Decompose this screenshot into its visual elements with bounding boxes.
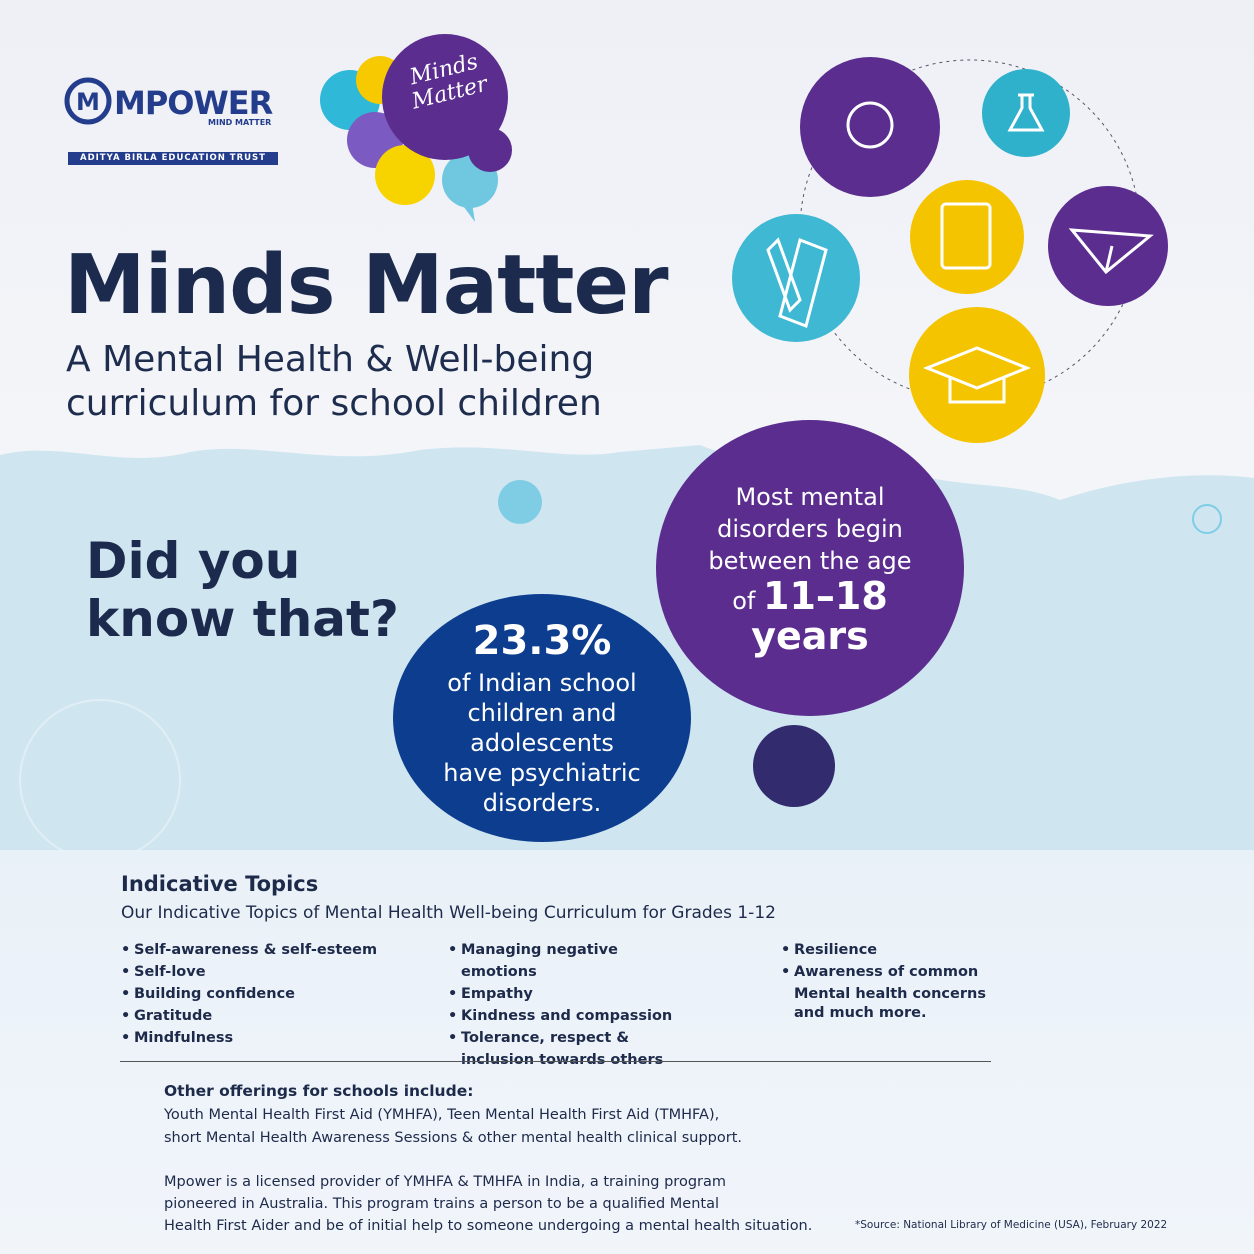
icon-flask: [982, 69, 1070, 157]
topic-item: Mindfulness: [121, 1027, 421, 1049]
topic-item: Self-awareness & self-esteem: [121, 939, 421, 961]
stat-circle: Most mental disorders begin between the …: [656, 420, 964, 716]
stat-line: Most mental: [735, 483, 885, 511]
topic-list: Managing negative emotionsEmpathyKindnes…: [448, 939, 693, 1071]
speech-tail: [455, 190, 475, 222]
topic-item: Gratitude: [121, 1005, 421, 1027]
logo-trust: ADITYA BIRLA EDUCATION TRUST: [68, 152, 278, 165]
bubble: [498, 480, 542, 524]
topic-item: Awareness of common Mental health concer…: [781, 961, 1029, 1005]
icon-stroke: [922, 346, 1032, 404]
question-line: Did you: [86, 532, 301, 590]
bubble: [753, 725, 835, 807]
icon-stroke: [846, 101, 894, 149]
icon-bulb: [800, 57, 940, 197]
icon-stroke: [1068, 228, 1154, 275]
topic-item: Self-love: [121, 961, 421, 983]
topic-item: Resilience: [781, 939, 1029, 961]
stat-line: adolescents: [470, 729, 614, 757]
question: Did you know that?: [86, 532, 399, 648]
topics-closing: and much more.: [794, 1005, 927, 1021]
offerings-line: short Mental Health Awareness Sessions &…: [164, 1130, 743, 1146]
source: *Source: National Library of Medicine (U…: [855, 1219, 1168, 1231]
stat-line: disorders.: [482, 789, 602, 817]
title: Minds Matter: [64, 238, 669, 333]
badge-circle: [382, 34, 508, 160]
offerings-text: Youth Mental Health First Aid (YMHFA), T…: [164, 1104, 742, 1150]
logo-brand: MPOWER: [114, 84, 273, 122]
topic-item: Managing negative emotions: [448, 939, 693, 983]
topic-item: Tolerance, respect & inclusion towards o…: [448, 1027, 693, 1071]
about-line: Health First Aider and be of initial hel…: [164, 1218, 813, 1234]
subtitle-line: curriculum for school children: [66, 383, 602, 424]
logo-mark: [64, 77, 112, 125]
topic-list: ResilienceAwareness of common Mental hea…: [781, 939, 1029, 1005]
topics-intro: Our Indicative Topics of Mental Health W…: [121, 903, 776, 923]
stat-unit: years: [751, 614, 869, 658]
stat-line: have psychiatric: [443, 759, 641, 787]
icon-stroke: [766, 237, 828, 329]
icon-plane: [1048, 186, 1168, 306]
topic-list: Self-awareness & self-esteemSelf-loveBui…: [121, 939, 421, 1049]
stat-range: 11–18: [763, 574, 888, 618]
stat-line: disorders begin: [717, 515, 903, 543]
topics-heading: Indicative Topics: [121, 872, 319, 896]
subtitle: A Mental Health & Well-being curriculum …: [66, 338, 602, 426]
offerings-heading: Other offerings for schools include:: [164, 1082, 474, 1100]
topic-item: Building confidence: [121, 983, 421, 1005]
offerings-about: Mpower is a licensed provider of YMHFA &…: [164, 1171, 812, 1237]
about-line: Mpower is a licensed provider of YMHFA &…: [164, 1174, 726, 1190]
stat-line: of Indian school: [447, 669, 637, 697]
stat-of: of: [732, 587, 756, 615]
about-line: pioneered in Australia. This program tra…: [164, 1196, 719, 1212]
stat-line: of 11–18: [732, 577, 888, 617]
stat-circle: 23.3% of Indian school children and adol…: [393, 594, 691, 842]
divider: [120, 1061, 991, 1062]
bubble: [375, 145, 435, 205]
question-line: know that?: [86, 590, 399, 648]
logo-letter: M: [76, 88, 100, 116]
subtitle-line: A Mental Health & Well-being: [66, 339, 595, 380]
topic-item: Empathy: [448, 983, 693, 1005]
topic-item: Kindness and compassion: [448, 1005, 693, 1027]
icon-stroke: [1007, 93, 1045, 132]
icon-book: [910, 180, 1024, 294]
icon-cap: [909, 307, 1045, 443]
stat-line: children and: [467, 699, 617, 727]
offerings-line: Youth Mental Health First Aid (YMHFA), T…: [164, 1107, 720, 1123]
icon-stroke: [940, 202, 992, 270]
stat-figure: 23.3%: [472, 618, 612, 664]
stat-line: between the age: [708, 547, 912, 575]
logo-tagline: MIND MATTER: [208, 118, 272, 127]
ring: [1192, 504, 1222, 534]
icon-pencil: [732, 214, 860, 342]
